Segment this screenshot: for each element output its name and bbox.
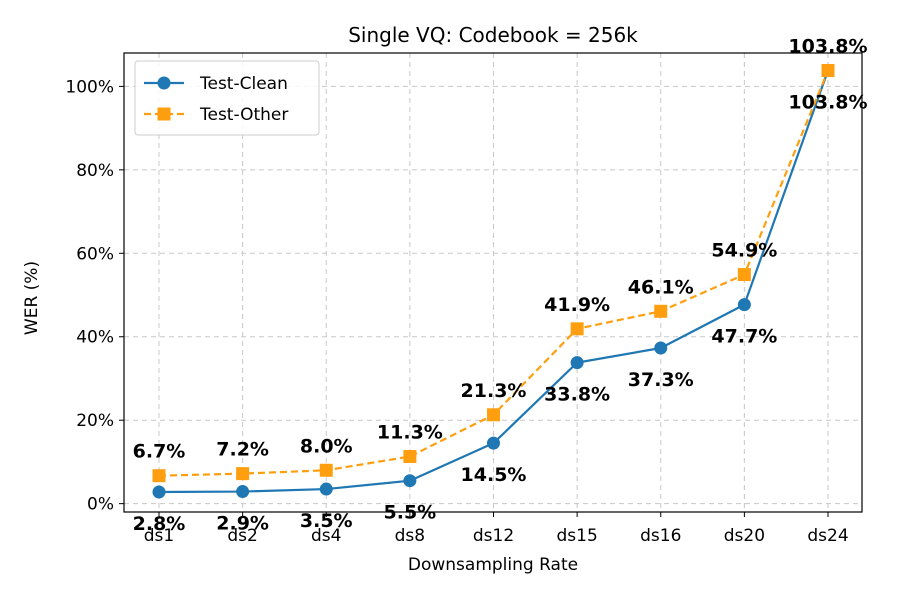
legend-label-test-other: Test-Other <box>199 105 288 125</box>
data-point-test-clean <box>737 298 751 312</box>
data-label-test-clean: 103.8% <box>788 92 867 114</box>
legend-box <box>134 60 320 136</box>
data-point-test-other <box>570 322 584 336</box>
legend: Test-Clean Test-Other <box>134 60 320 136</box>
x-tick-label: ds1 <box>144 526 174 546</box>
data-label-test-other: 11.3% <box>377 422 443 444</box>
data-point-test-other <box>152 469 166 483</box>
series-group <box>152 64 835 499</box>
data-label-test-clean: 5.5% <box>384 502 437 524</box>
axis-ticks: 0% 20% 40% 60% 80% 100% ds1 ds2 ds4 ds8 ds12 ds15 ds… <box>65 77 848 546</box>
data-label-test-clean: 47.7% <box>711 326 777 348</box>
y-tick-label: 20% <box>76 411 114 431</box>
x-tick-label: ds15 <box>556 526 597 546</box>
data-label-test-other: 103.8% <box>788 36 867 58</box>
data-label-test-other: 21.3% <box>461 380 527 402</box>
y-tick-label: 80% <box>76 161 114 181</box>
data-point-test-other <box>821 64 835 78</box>
data-point-test-other <box>319 463 333 477</box>
data-label-test-other: 46.1% <box>628 276 694 298</box>
x-tick-label: ds4 <box>311 526 341 546</box>
data-point-test-other <box>236 467 250 481</box>
y-tick-label: 60% <box>76 244 114 264</box>
data-point-test-clean <box>654 341 668 355</box>
data-label-test-clean: 33.8% <box>544 384 610 406</box>
y-tick-label: 0% <box>87 495 114 515</box>
data-point-test-other <box>403 450 417 464</box>
data-point-test-other <box>487 408 500 422</box>
data-point-test-other <box>654 304 668 318</box>
y-tick-label: 100% <box>65 77 114 97</box>
y-axis-label: WER (%) <box>22 261 42 335</box>
legend-entry-test-other: Test-Other <box>144 105 288 125</box>
x-tick-label: ds2 <box>227 526 257 546</box>
data-label-test-other: 7.2% <box>216 439 269 461</box>
data-label-test-other: 54.9% <box>711 240 777 262</box>
x-tick-label: ds16 <box>640 526 681 546</box>
x-tick-label: ds8 <box>395 526 425 546</box>
data-point-test-clean <box>236 485 250 499</box>
legend-label-test-clean: Test-Clean <box>199 74 288 94</box>
data-point-test-clean <box>487 436 500 450</box>
chart-title: Single VQ: Codebook = 256k <box>348 23 638 47</box>
data-point-test-clean <box>403 474 417 488</box>
data-label-test-other: 8.0% <box>300 435 353 457</box>
data-label-test-clean: 2.9% <box>216 513 269 535</box>
data-label-test-clean: 14.5% <box>461 464 527 486</box>
data-point-test-other <box>737 268 751 282</box>
x-tick-label: ds20 <box>724 526 765 546</box>
data-point-test-clean <box>319 482 333 496</box>
data-point-test-clean <box>152 485 166 499</box>
legend-marker-test-clean <box>157 76 171 90</box>
data-label-test-other: 6.7% <box>133 441 186 463</box>
data-label-test-clean: 3.5% <box>300 510 353 532</box>
y-tick-label: 40% <box>76 328 114 348</box>
data-labels: 2.8% 2.9% 3.5% 5.5% 14.5% 33.8% 37.3% 47.7% 103.… <box>133 36 868 535</box>
data-label-test-clean: 2.8% <box>133 513 186 535</box>
legend-marker-test-other <box>157 107 171 121</box>
x-tick-label: ds24 <box>807 526 848 546</box>
data-point-test-clean <box>570 356 584 370</box>
x-tick-label: ds12 <box>473 526 514 546</box>
legend-entry-test-clean: Test-Clean <box>144 74 288 94</box>
data-label-test-clean: 37.3% <box>628 369 694 391</box>
x-axis-label: Downsampling Rate <box>408 555 578 575</box>
data-label-test-other: 41.9% <box>544 294 610 316</box>
